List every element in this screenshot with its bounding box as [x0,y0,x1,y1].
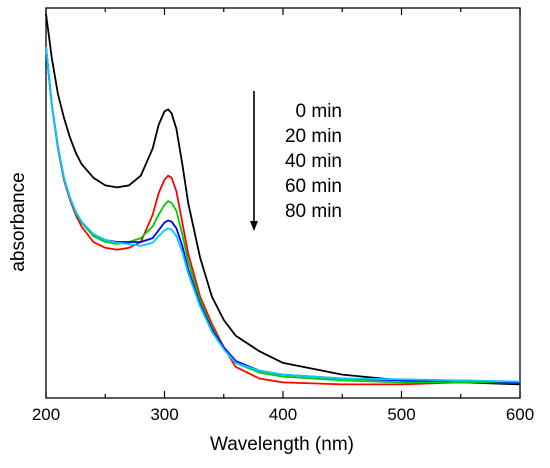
x-tick-label: 200 [32,405,60,424]
series-line-0-min [45,13,521,386]
y-axis-title: absorbance [8,172,29,271]
legend-entry: 80 min [285,201,342,222]
x-tick-label: 600 [506,405,534,424]
series-line-60-min [45,46,521,384]
series-line-20-min [45,46,520,386]
series-line-40-min [45,46,520,384]
legend-entry: 20 min [285,126,342,147]
legend-entry: 60 min [285,176,342,197]
legend-arrow-head [250,221,258,231]
x-tick-label: 300 [150,405,178,424]
x-tick-label: 500 [387,405,415,424]
series-layer [45,13,521,386]
legend-entry: 40 min [285,151,342,172]
x-tick-label: 400 [269,405,297,424]
legend: 0 min 20 min 40 min 60 min 80 min [250,91,342,231]
legend-entry: 0 min [296,101,342,122]
plot-frame [45,7,521,399]
x-axis-title: Wavelength (nm) [210,434,354,455]
x-axis-ticks: 200 300 400 500 600 [32,8,534,424]
series-line-80-min [45,46,521,383]
plot-border [45,7,521,399]
